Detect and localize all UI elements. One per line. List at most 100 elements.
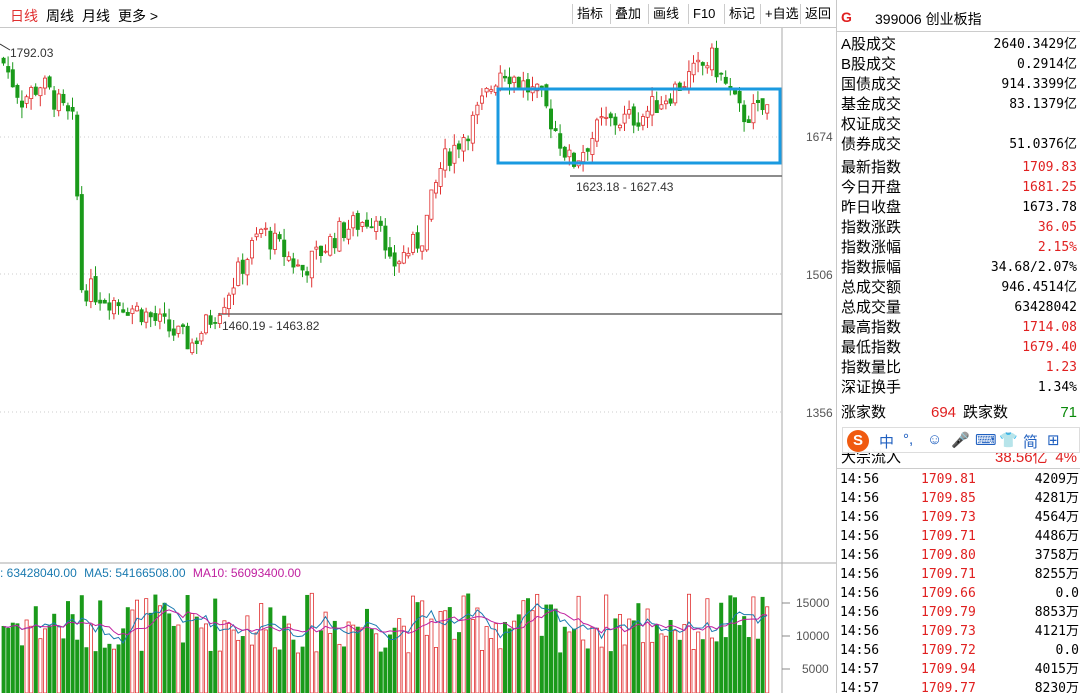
ime-icon[interactable]: ⌨ <box>975 432 997 449</box>
candle-body <box>631 106 636 126</box>
tick-time: 14:56 <box>840 643 880 658</box>
candle-body <box>268 230 273 250</box>
tick-price: 1709.66 <box>921 586 976 601</box>
volume-bar <box>710 637 715 693</box>
tick-volume: 4281万 <box>1034 491 1079 506</box>
volume-bar <box>84 647 89 693</box>
mark-button[interactable]: 标记 <box>724 4 759 24</box>
stat-row: 深证换手 1.34% <box>841 378 1079 398</box>
candle-body <box>406 252 411 257</box>
tick-row: 14:56 1709.79 8853万 <box>837 603 1080 622</box>
tick-price: 1709.73 <box>921 510 976 525</box>
divider <box>837 468 1080 469</box>
candle-body <box>760 98 765 111</box>
tick-time: 14:56 <box>840 529 880 544</box>
ime-icon[interactable]: 中 <box>879 434 895 451</box>
quote-header: G 399006 创业板指 <box>837 0 1080 32</box>
overlay-button[interactable]: 叠加 <box>610 4 645 24</box>
volume-bar <box>562 626 567 693</box>
f10-button[interactable]: F10 <box>688 4 719 24</box>
candle-body <box>148 312 153 318</box>
volume-bar <box>236 639 241 693</box>
volume-bar <box>305 594 310 693</box>
quote-label: 指数振幅 <box>841 259 902 276</box>
turnover-row: 国债成交 914.3399亿 <box>841 75 1079 95</box>
volume-bar <box>328 633 333 693</box>
candle-body <box>475 104 480 116</box>
quote-label: 最新指数 <box>841 159 902 176</box>
candle-body <box>61 93 66 104</box>
candle-body <box>282 239 287 258</box>
volume-bar <box>208 650 213 693</box>
volume-bar <box>240 636 245 693</box>
tick-volume: 8853万 <box>1034 605 1079 620</box>
quote-label: B股成交 <box>841 56 897 73</box>
max-price-label: 1792.03 <box>10 46 54 60</box>
stat-row: 指数涨跌 36.05 <box>841 218 1079 238</box>
volume-bar <box>549 604 554 693</box>
volume-bar <box>608 651 613 693</box>
volume-bar <box>157 605 162 693</box>
volume-bar <box>590 626 595 693</box>
candle-body <box>180 324 185 327</box>
volume-bar <box>700 639 705 693</box>
volume-bar <box>231 629 236 693</box>
candle-body <box>719 72 724 75</box>
tab-weekly[interactable]: 周线 <box>46 8 74 24</box>
ime-icon[interactable]: ☺ <box>927 431 943 448</box>
volume-tick-label: 5000 <box>802 662 829 676</box>
candle-body <box>194 340 199 344</box>
volume-bar <box>599 646 604 693</box>
quote-label: 深证换手 <box>841 379 902 396</box>
tick-price: 1709.73 <box>921 624 976 639</box>
candle-body <box>410 234 415 253</box>
volume-bar <box>226 623 231 693</box>
candle-body <box>489 89 494 92</box>
tick-row: 14:56 1709.66 0.0 <box>837 584 1080 603</box>
turnover-row: 基金成交 83.1379亿 <box>841 95 1079 115</box>
quote-value: 51.0376亿 <box>1009 137 1077 152</box>
tab-daily[interactable]: 日线 <box>10 8 38 24</box>
volume-bar <box>61 638 66 693</box>
kline-chart[interactable]: 1792.03 1623.18 - 1627.43 1460.19 - 1463… <box>0 28 836 693</box>
candle-body <box>452 144 457 164</box>
tab-monthly[interactable]: 月线 <box>82 8 110 24</box>
ime-icon[interactable]: 🎤 <box>951 432 970 449</box>
volume-bar <box>98 600 103 693</box>
ime-icon[interactable]: °, <box>903 431 914 448</box>
candle-body <box>512 76 517 84</box>
candle-body <box>687 71 692 89</box>
volume-bar <box>452 638 457 693</box>
tick-volume: 8230万 <box>1034 681 1079 693</box>
volume-bar <box>631 620 636 693</box>
tick-price: 1709.71 <box>921 567 976 582</box>
indicator-button[interactable]: 指标 <box>572 4 607 24</box>
candle-body <box>102 299 107 304</box>
back-button[interactable]: 返回 <box>800 4 835 24</box>
ime-toolbar[interactable]: S 中 °, ☺ 🎤 ⌨ 👕 简 ⊞ <box>842 427 1080 453</box>
tick-row: 14:56 1709.85 4281万 <box>837 489 1080 508</box>
tick-price: 1709.85 <box>921 491 976 506</box>
volume-bar <box>263 629 268 693</box>
tick-volume: 8255万 <box>1034 567 1079 582</box>
down-count-label: 跌家数 <box>963 404 1009 421</box>
tick-volume: 3758万 <box>1034 548 1079 563</box>
price-tick-label: 1356 <box>806 406 833 420</box>
turnover-row: 债券成交 51.0376亿 <box>841 135 1079 155</box>
add-watchlist-button[interactable]: +自选 <box>760 4 803 24</box>
ma10-line <box>3 608 768 636</box>
volume-bar <box>24 619 29 693</box>
volume-bar <box>392 627 397 693</box>
volume-bar <box>696 631 701 693</box>
draw-line-button[interactable]: 画线 <box>648 4 683 24</box>
ime-icon[interactable]: 👕 <box>999 432 1018 449</box>
ime-icon[interactable]: 简 <box>1023 434 1039 451</box>
candle-body <box>203 314 208 334</box>
volume-bar <box>512 620 517 693</box>
candle-body <box>176 325 181 334</box>
candle-body <box>309 250 314 279</box>
ime-icon[interactable]: ⊞ <box>1047 432 1060 449</box>
tick-volume: 0.0 <box>1055 643 1079 658</box>
more-periods-button[interactable]: 更多 > <box>118 8 159 24</box>
candle-body <box>498 72 503 90</box>
